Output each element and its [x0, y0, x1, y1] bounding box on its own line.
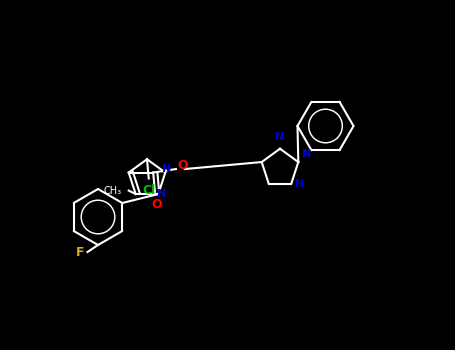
Text: O: O	[178, 159, 188, 172]
Text: O: O	[152, 198, 162, 211]
Text: N: N	[157, 189, 167, 199]
Text: CH₃: CH₃	[104, 186, 121, 196]
Text: N: N	[302, 148, 311, 159]
Text: F: F	[76, 245, 84, 259]
Text: N: N	[162, 164, 172, 174]
Text: N: N	[295, 178, 304, 189]
Text: Cl: Cl	[142, 184, 155, 197]
Text: N: N	[275, 132, 285, 142]
